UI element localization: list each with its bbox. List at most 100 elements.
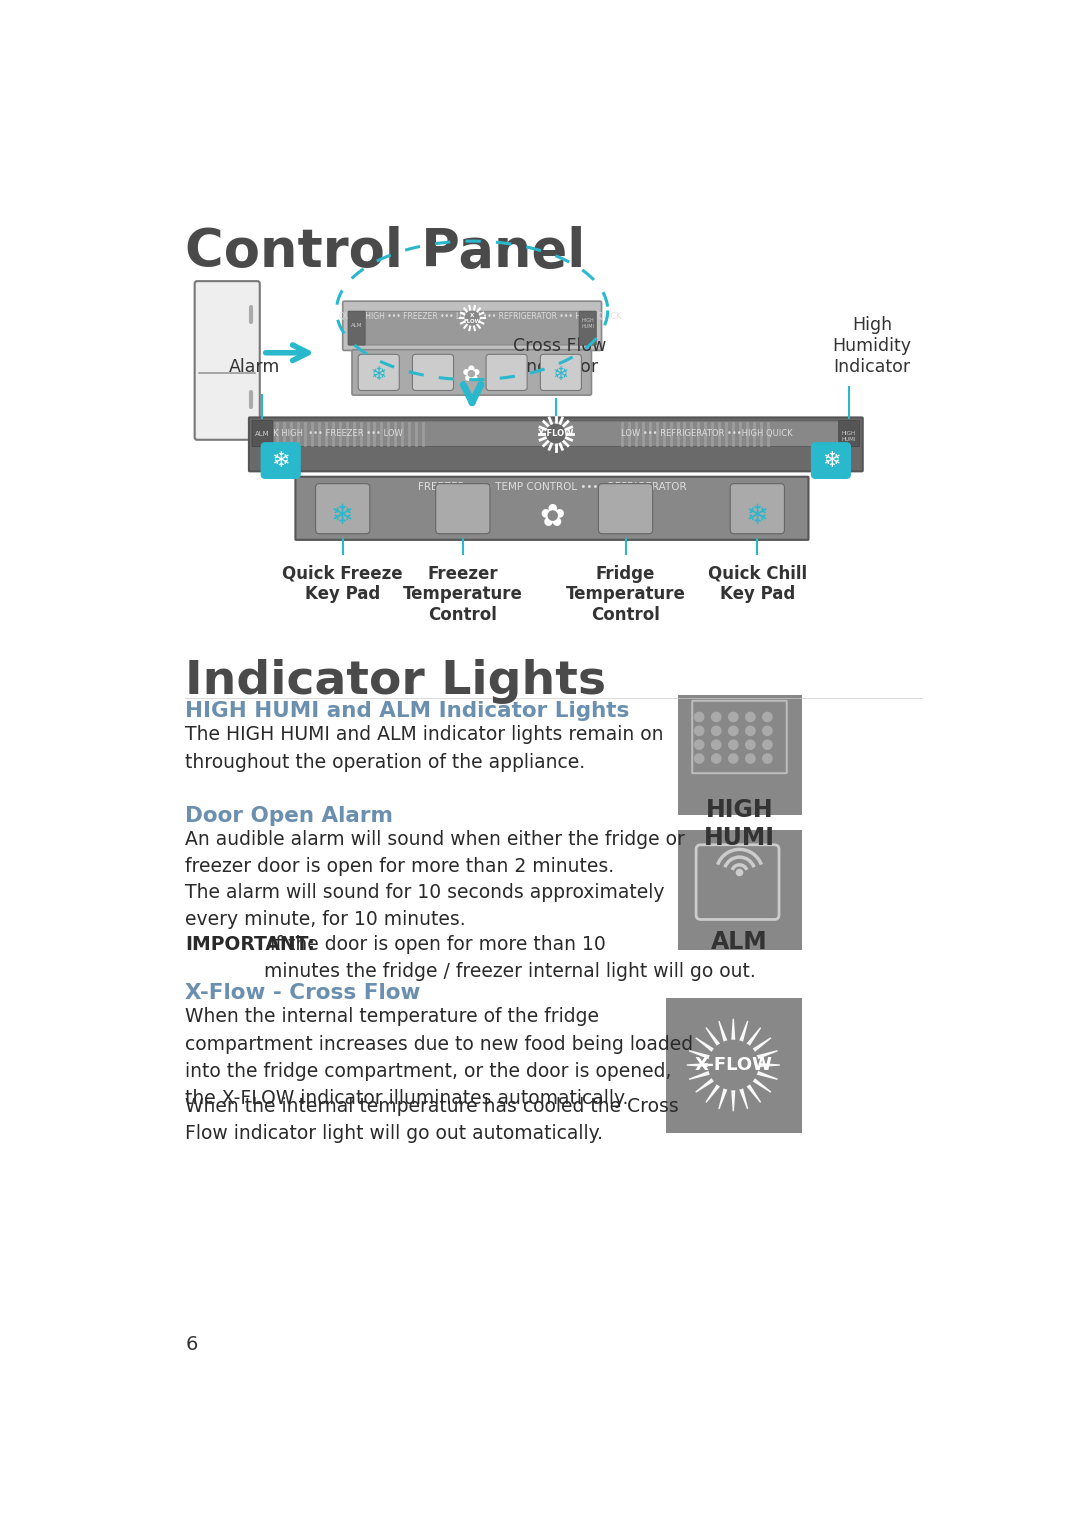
Circle shape [712,726,721,735]
Text: QUICK HIGH  ••• FREEZER ••• LOW: QUICK HIGH ••• FREEZER ••• LOW [252,429,403,439]
Polygon shape [744,1067,778,1079]
FancyBboxPatch shape [811,443,850,478]
Text: LOW ••• REFRIGERATOR ••• HIGH QUICK: LOW ••• REFRIGERATOR ••• HIGH QUICK [463,312,621,321]
Circle shape [729,726,738,735]
Circle shape [712,712,721,721]
Text: ❄: ❄ [271,451,291,471]
Polygon shape [706,1074,728,1102]
Polygon shape [719,1076,731,1109]
Text: ❄: ❄ [332,503,354,530]
Text: The alarm will sound for 10 seconds approximately
every minute, for 10 minutes.: The alarm will sound for 10 seconds appr… [186,883,665,929]
Text: FREEZER •••• TEMP CONTROL •••• REFRIGERATOR: FREEZER •••• TEMP CONTROL •••• REFRIGERA… [418,481,686,492]
Text: Fridge
Temperature
Control: Fridge Temperature Control [566,564,686,623]
FancyBboxPatch shape [352,350,592,396]
Polygon shape [731,1019,735,1053]
Text: HIGH
HUMI: HIGH HUMI [704,798,775,850]
Circle shape [546,425,565,443]
Polygon shape [739,1074,760,1102]
Text: X-Flow - Cross Flow: X-Flow - Cross Flow [186,983,421,1002]
FancyBboxPatch shape [315,484,369,533]
Circle shape [694,740,704,749]
Circle shape [762,726,772,735]
Polygon shape [744,1051,778,1063]
Circle shape [745,740,755,749]
FancyBboxPatch shape [540,354,581,391]
Polygon shape [739,1028,760,1056]
Polygon shape [735,1076,747,1109]
FancyBboxPatch shape [839,420,860,446]
FancyBboxPatch shape [666,998,801,1132]
Polygon shape [731,1077,735,1111]
Circle shape [729,753,738,762]
Circle shape [465,312,480,325]
Text: ✿: ✿ [462,365,481,385]
Text: Door Open Alarm: Door Open Alarm [186,805,393,825]
FancyBboxPatch shape [413,354,454,391]
Text: Control Panel: Control Panel [186,226,585,278]
Text: HIGH HUMI and ALM Indicator Lights: HIGH HUMI and ALM Indicator Lights [186,701,630,721]
Text: ✿: ✿ [539,503,565,532]
Polygon shape [689,1051,723,1063]
Circle shape [729,712,738,721]
Circle shape [694,712,704,721]
Text: The HIGH HUMI and ALM indicator lights remain on
throughout the operation of the: The HIGH HUMI and ALM indicator lights r… [186,726,664,772]
Text: High
Humidity
Indicator: High Humidity Indicator [833,316,912,376]
Text: An audible alarm will sound when either the fridge or
freezer door is open for m: An audible alarm will sound when either … [186,830,685,877]
Text: QUICK: QUICK [743,484,771,492]
Text: When the internal temperature has cooled the Cross
Flow indicator light will go : When the internal temperature has cooled… [186,1097,679,1143]
Text: Indicator Lights: Indicator Lights [186,659,607,704]
FancyBboxPatch shape [598,484,652,533]
FancyBboxPatch shape [348,312,365,345]
FancyBboxPatch shape [677,830,801,949]
Circle shape [762,753,772,762]
Text: Quick Chill
Key Pad: Quick Chill Key Pad [707,564,807,604]
Polygon shape [735,1021,747,1054]
Polygon shape [742,1038,771,1059]
Polygon shape [719,1021,731,1054]
Polygon shape [696,1038,725,1059]
Text: X
FLOW: X FLOW [463,313,481,324]
Text: LOW ••• REFRIGERATOR •••HIGH QUICK: LOW ••• REFRIGERATOR •••HIGH QUICK [621,429,793,439]
Text: HIGH
HUMI: HIGH HUMI [581,318,594,329]
Text: QUICK: QUICK [328,484,356,492]
Circle shape [729,740,738,749]
Polygon shape [745,1063,780,1067]
Text: Alarm: Alarm [229,358,280,376]
Circle shape [745,753,755,762]
Circle shape [708,1041,758,1089]
Circle shape [712,740,721,749]
Polygon shape [742,1071,771,1093]
Text: ❄: ❄ [745,503,769,530]
Text: IMPORTANT:: IMPORTANT: [186,935,315,953]
FancyBboxPatch shape [252,420,273,446]
Polygon shape [706,1028,728,1056]
Circle shape [694,726,704,735]
Text: Cross Flow
Indicator: Cross Flow Indicator [513,338,606,376]
FancyBboxPatch shape [579,312,596,345]
Text: Quick Freeze
Key Pad: Quick Freeze Key Pad [282,564,403,604]
Text: ALM: ALM [255,431,269,437]
Text: X-FLOW: X-FLOW [694,1056,772,1074]
Text: ❄: ❄ [370,365,387,384]
Circle shape [712,753,721,762]
Circle shape [694,753,704,762]
FancyBboxPatch shape [486,354,527,391]
Text: If the door is open for more than 10
minutes the fridge / freezer internal light: If the door is open for more than 10 min… [265,935,756,981]
FancyBboxPatch shape [296,477,809,539]
Text: 6: 6 [186,1334,198,1354]
FancyBboxPatch shape [342,301,602,350]
Circle shape [745,726,755,735]
Polygon shape [689,1067,723,1079]
FancyBboxPatch shape [730,484,784,533]
Circle shape [745,712,755,721]
Circle shape [762,712,772,721]
Text: ALM: ALM [351,324,362,329]
FancyBboxPatch shape [253,420,860,446]
FancyBboxPatch shape [248,417,863,471]
FancyBboxPatch shape [194,281,260,440]
Text: When the internal temperature of the fridge
compartment increases due to new foo: When the internal temperature of the fri… [186,1007,693,1108]
Polygon shape [687,1063,721,1067]
FancyBboxPatch shape [348,312,596,345]
Text: ❄: ❄ [822,451,840,471]
Polygon shape [696,1071,725,1093]
